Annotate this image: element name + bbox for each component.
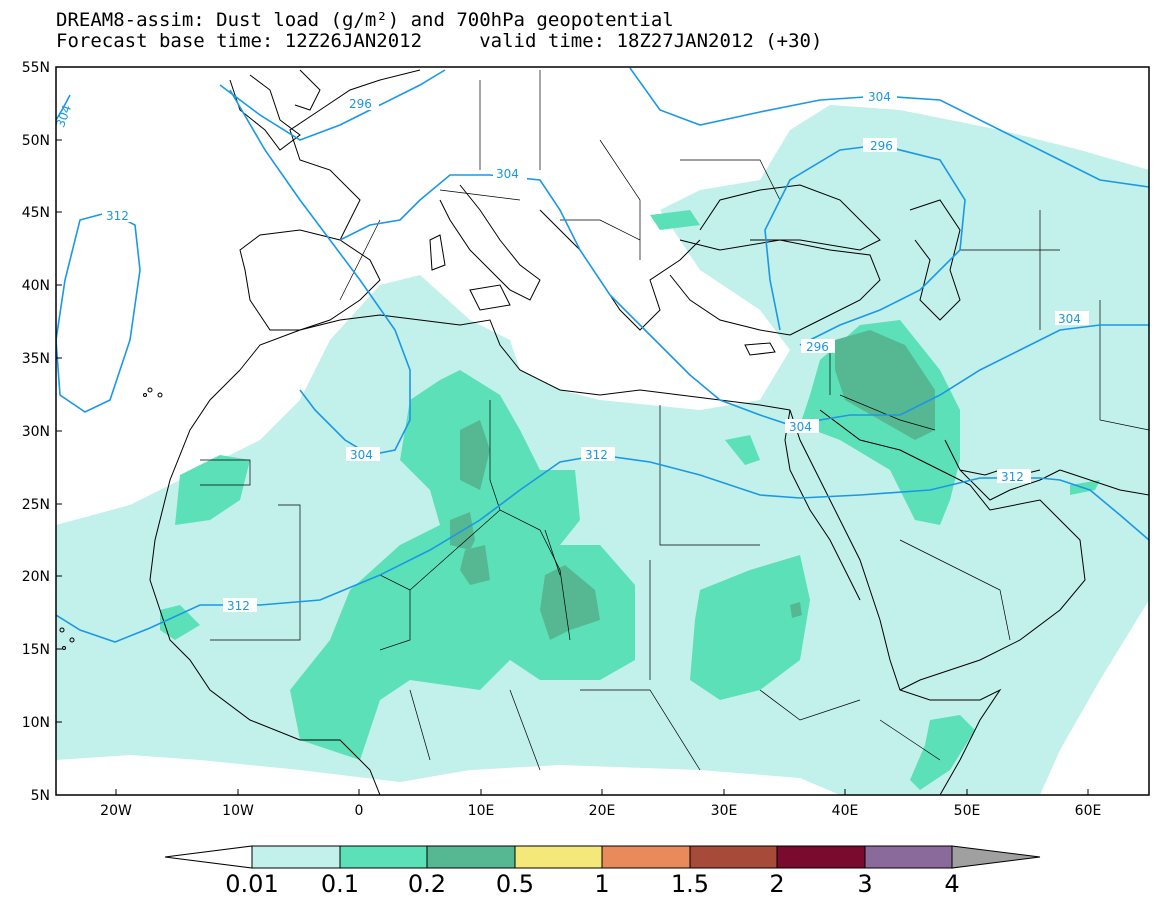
colorbar-label: 0.01 — [225, 870, 278, 898]
colorbar-swatch — [426, 845, 516, 869]
lat-label: 5N — [31, 788, 50, 804]
colorbar-label: 0.1 — [321, 870, 359, 898]
colorbar-label: 3 — [857, 870, 872, 898]
map-title-line2: Forecast base time: 12Z26JAN2012 valid t… — [56, 30, 823, 52]
contour-labels: 304 296 304 296 304 312 304 296 304 312 … — [56, 89, 1089, 613]
lat-label: 20N — [22, 569, 50, 585]
dust-region-dark — [450, 330, 935, 640]
contour-304-west — [56, 94, 71, 121]
contour-312-central — [56, 454, 1149, 643]
colorbar-swatch — [864, 845, 953, 869]
lon-labels: 20W 10W 0 10E 20E 30E 40E 50E 60E — [100, 803, 1101, 819]
colorbar-label: 1 — [594, 870, 609, 898]
lat-label: 10N — [22, 715, 50, 731]
contour-label: 304 — [496, 167, 519, 181]
colorbar: 0.01 0.1 0.2 0.5 1 1.5 2 3 4 — [164, 845, 1041, 898]
colorbar-swatch — [514, 845, 603, 869]
contour-296-east — [764, 144, 966, 346]
lat-label: 45N — [22, 205, 50, 221]
colorbar-label: 4 — [944, 870, 959, 898]
colorbar-swatch — [776, 845, 866, 869]
colorbar-arrow-right — [951, 845, 1041, 869]
lon-label: 20W — [100, 803, 132, 819]
colorbar-swatch — [339, 845, 428, 869]
lon-label: 0 — [355, 803, 364, 819]
colorbar-label: 1.5 — [671, 870, 709, 898]
colorbar-label: 0.2 — [408, 870, 446, 898]
contour-label: 304 — [1058, 312, 1081, 326]
contour-label: 304 — [789, 420, 812, 434]
lon-label: 10W — [222, 803, 254, 819]
coastlines — [59, 69, 1149, 795]
map-area: 304 296 304 296 304 312 304 296 304 312 … — [56, 67, 1149, 795]
contour-label: 312 — [585, 448, 608, 462]
lat-label: 50N — [22, 133, 50, 149]
lat-label: 25N — [22, 497, 50, 513]
contour-label: 304 — [868, 90, 891, 104]
lat-labels: 55N 50N 45N 40N 35N 30N 25N 20N 15N 10N … — [22, 60, 50, 804]
map-title-line1: DREAM8-assim: Dust load (g/m²) and 700hP… — [56, 9, 674, 31]
colorbar-label: 2 — [769, 870, 784, 898]
contour-label: 312 — [1001, 470, 1024, 484]
lon-label: 30E — [711, 803, 738, 819]
contour-label: 296 — [349, 97, 372, 111]
colorbar-swatch — [689, 845, 778, 869]
lon-label: 50E — [954, 803, 981, 819]
contour-label: 304 — [350, 448, 373, 462]
contour-label: 296 — [870, 139, 893, 153]
contour-label: 312 — [227, 599, 250, 613]
contour-label: 296 — [806, 340, 829, 354]
lat-label: 15N — [22, 642, 50, 658]
lat-label: 55N — [22, 60, 50, 76]
colorbar-swatch — [601, 845, 691, 869]
contour-304-algeria — [229, 89, 411, 456]
lon-label: 40E — [832, 803, 859, 819]
geopotential-contours — [56, 67, 1149, 643]
colorbar-label: 0.5 — [496, 870, 534, 898]
contour-label: 312 — [106, 209, 129, 223]
contour-296-north — [219, 69, 446, 141]
country-borders — [200, 70, 1149, 771]
lon-label: 60E — [1075, 803, 1102, 819]
lon-label: 10E — [468, 803, 495, 819]
lat-label: 30N — [22, 424, 50, 440]
lat-label: 40N — [22, 278, 50, 294]
colorbar-arrow-left — [164, 845, 253, 869]
axis-ticks — [56, 66, 1089, 795]
colorbar-swatch — [251, 845, 341, 869]
lon-label: 20E — [589, 803, 616, 819]
lat-label: 35N — [22, 351, 50, 367]
contour-304-europe — [339, 174, 1149, 426]
